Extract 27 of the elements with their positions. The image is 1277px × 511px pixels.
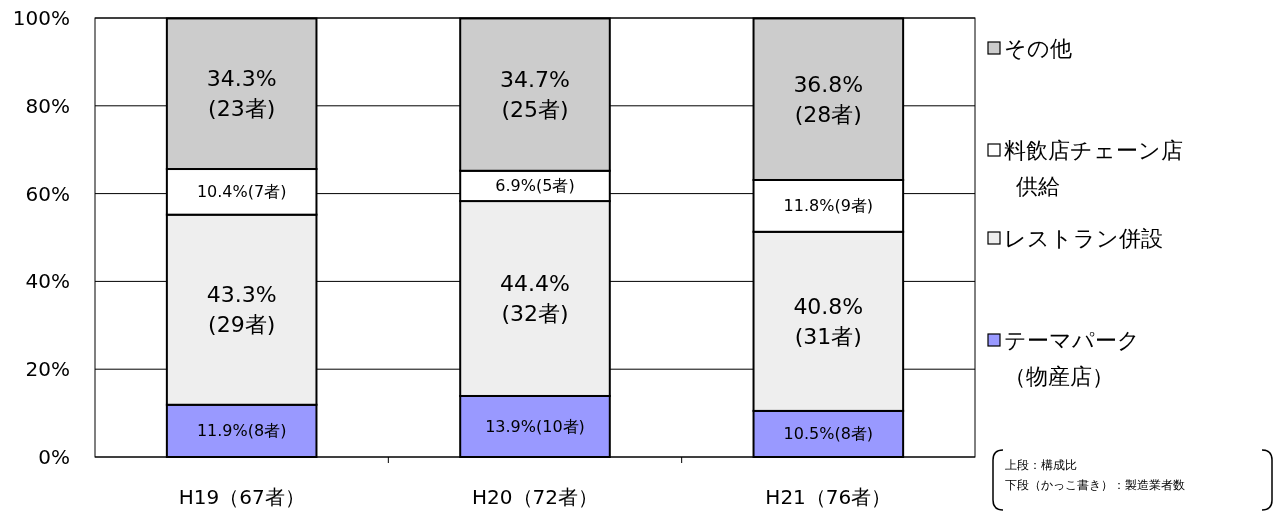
data-label: 34.7% (25者)	[500, 67, 570, 123]
data-label: 11.9%(8者)	[196, 421, 287, 441]
legend-label: テーマパーク（物産店）	[1004, 327, 1140, 389]
data-label: 6.9%(5者)	[495, 176, 575, 196]
y-tick-label: 20%	[25, 357, 70, 382]
x-tick-label: H19（67者）	[178, 485, 305, 509]
data-label: 10.4%(7者)	[196, 182, 287, 202]
data-label: 36.8% (28者)	[793, 71, 864, 127]
y-tick-label: 80%	[25, 93, 70, 118]
data-label: 34.3% (23者)	[206, 66, 277, 122]
x-tick-label: H20（72者）	[472, 485, 598, 509]
data-label: 40.8% (31者)	[793, 293, 864, 349]
data-label: 43.3% (29者)	[206, 282, 277, 338]
legend-label: その他	[1004, 35, 1072, 61]
y-tick-label: 100%	[12, 6, 70, 30]
data-label: 13.9%(10者)	[485, 416, 585, 436]
text: 下段（かっこ書き）：製造業者数	[1005, 478, 1185, 492]
legend-label: 料飲店チェーン店供給	[1004, 137, 1183, 199]
text: 上段：構成比	[1005, 458, 1077, 472]
data-label: 44.4% (32者)	[500, 271, 570, 327]
data-label: 11.8%(9者)	[783, 196, 874, 216]
x-tick-label: H21（76者）	[765, 485, 892, 509]
data-label: 10.5%(8者)	[783, 424, 874, 444]
legend-label: レストラン併設	[1004, 225, 1163, 251]
y-tick-label: 60%	[25, 181, 70, 206]
y-tick-label: 40%	[25, 269, 70, 294]
y-tick-label: 0%	[38, 445, 70, 469]
